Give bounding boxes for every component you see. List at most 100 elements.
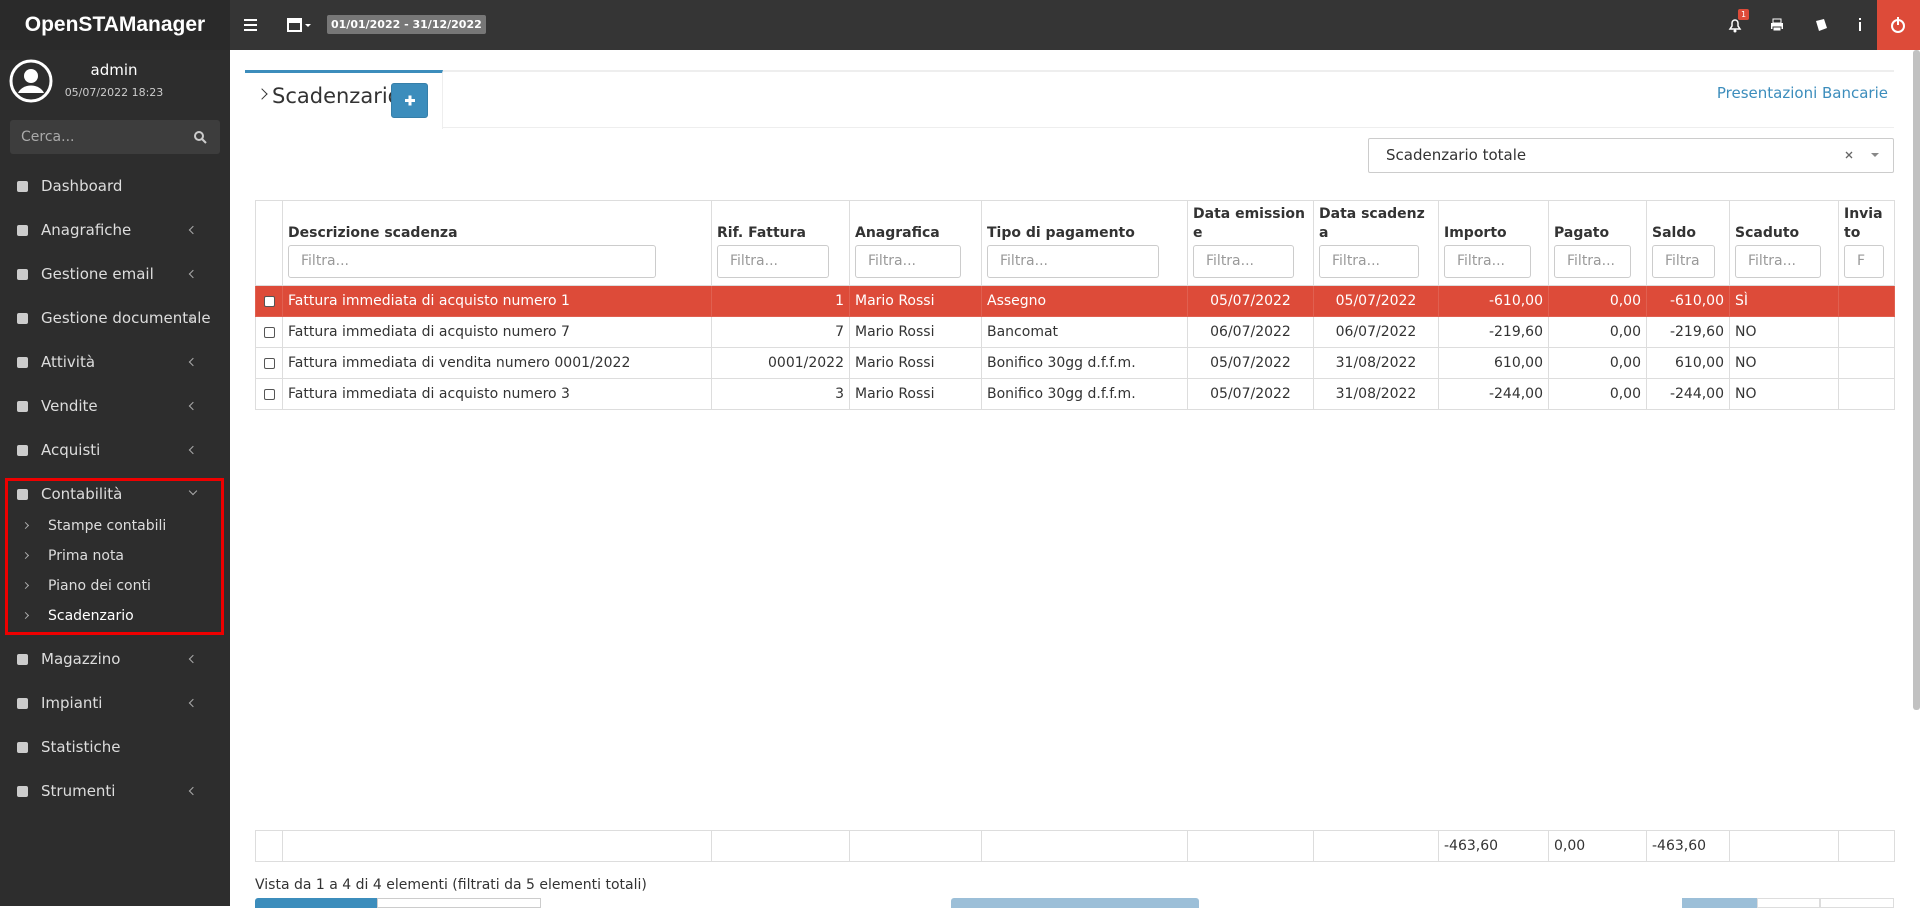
row-checkbox[interactable] xyxy=(263,326,275,338)
header-label: Anagrafica xyxy=(855,225,940,241)
date-range[interactable]: 01/01/2022 - 31/12/2022 xyxy=(327,15,486,34)
table-cell xyxy=(1838,347,1895,379)
header-label: Pagato xyxy=(1554,225,1610,241)
table-cell: -610,00 xyxy=(1646,285,1730,317)
column-filter[interactable]: Filtra... xyxy=(717,245,829,278)
avatar xyxy=(9,59,53,103)
menu-item[interactable]: Impianti xyxy=(0,681,230,725)
column-filter[interactable]: Filtra... xyxy=(855,245,962,278)
header-row: Descrizione scadenza Filtra... Rif. Fattur… xyxy=(255,200,1895,286)
header-label: Importo xyxy=(1444,225,1507,241)
column-filter[interactable]: Filtra... xyxy=(1735,245,1822,278)
header-label: Scaduto xyxy=(1735,225,1800,241)
column-header[interactable]: Rif. Fattura Filtra... xyxy=(711,200,850,286)
column-filter[interactable]: Filtra... xyxy=(288,245,656,278)
table-cell xyxy=(1838,285,1895,317)
table-cell: Fattura immediata di vendita numero 0001… xyxy=(282,347,712,379)
table-cell: NO xyxy=(1729,316,1839,348)
submenu-item[interactable]: Stampe contabili xyxy=(0,511,230,541)
search-input[interactable]: Cerca... xyxy=(10,120,220,154)
header-label: Descrizione scadenza xyxy=(288,225,458,241)
column-header[interactable]: Anagrafica Filtra... xyxy=(849,200,982,286)
pagination-partial[interactable] xyxy=(1820,898,1894,908)
guide-button[interactable] xyxy=(1814,18,1828,32)
submenu-item[interactable]: Scadenzario xyxy=(0,601,230,631)
table-cell: 7 xyxy=(711,316,850,348)
pagination-partial[interactable] xyxy=(1757,898,1820,908)
menu-chevron xyxy=(188,698,198,708)
page-title: Scadenzario xyxy=(272,84,401,108)
menu-item[interactable]: Strumenti xyxy=(0,769,230,813)
header-label: Data emissione xyxy=(1193,206,1306,241)
column-header[interactable]: Saldo Filtra xyxy=(1646,200,1730,286)
menu-item[interactable]: Statistiche xyxy=(0,725,230,769)
column-header[interactable]: Scaduto Filtra... xyxy=(1729,200,1839,286)
column-filter[interactable]: F xyxy=(1844,245,1884,278)
menu-item[interactable]: Acquisti xyxy=(0,428,230,472)
submenu-item[interactable]: Piano dei conti xyxy=(0,571,230,601)
table-cell: 06/07/2022 xyxy=(1187,316,1314,348)
bank-link[interactable]: Presentazioni Bancarie xyxy=(1716,84,1888,102)
table-row[interactable]: Fattura immediata di vendita numero 0001… xyxy=(255,347,1895,379)
column-header[interactable]: Pagato Filtra... xyxy=(1548,200,1647,286)
column-header[interactable]: Importo Filtra... xyxy=(1438,200,1549,286)
row-checkbox[interactable] xyxy=(263,357,275,369)
notifications[interactable] xyxy=(1727,17,1743,33)
table-cell: Bonifico 30gg d.f.f.m. xyxy=(981,378,1188,410)
info-button[interactable] xyxy=(1857,18,1863,32)
logout-button[interactable] xyxy=(1877,0,1920,50)
column-header[interactable]: Descrizione scadenza Filtra... xyxy=(282,200,712,286)
table-cell: Mario Rossi xyxy=(849,347,982,379)
power-icon xyxy=(1891,17,1905,33)
tab-bar xyxy=(245,70,1894,128)
row-checkbox[interactable] xyxy=(263,388,275,400)
footer-cell xyxy=(981,830,1188,862)
column-filter[interactable]: Filtra... xyxy=(1319,245,1420,278)
row-checkbox[interactable] xyxy=(263,295,275,307)
brand[interactable]: OpenSTAManager xyxy=(0,0,230,50)
column-header[interactable]: Data emissione Filtra... xyxy=(1187,200,1314,286)
total-cell: -463,60 xyxy=(1438,830,1549,862)
add-button[interactable] xyxy=(391,83,428,118)
menu-toggle[interactable] xyxy=(244,18,258,32)
table-cell: 610,00 xyxy=(1646,347,1730,379)
button-partial[interactable] xyxy=(951,898,1199,908)
table-cell: Mario Rossi xyxy=(849,316,982,348)
filter-select[interactable]: Scadenzario totale xyxy=(1368,138,1894,173)
column-filter[interactable]: Filtra... xyxy=(1554,245,1631,278)
column-header[interactable]: Inviato F xyxy=(1838,200,1895,286)
column-filter[interactable]: Filtra... xyxy=(1193,245,1295,278)
print-button[interactable] xyxy=(1770,18,1784,32)
button-partial[interactable] xyxy=(377,898,541,908)
column-header[interactable]: Data scadenza Filtra... xyxy=(1313,200,1439,286)
menu-chevron xyxy=(188,313,198,323)
column-filter[interactable]: Filtra xyxy=(1652,245,1716,278)
menu-item[interactable]: Gestione documentale xyxy=(0,296,230,340)
column-header[interactable]: Tipo di pagamento Filtra... xyxy=(981,200,1188,286)
column-filter[interactable]: Filtra... xyxy=(1444,245,1532,278)
menu-item[interactable]: Contabilità xyxy=(0,472,230,516)
calendar-button[interactable] xyxy=(287,17,313,33)
menu-item[interactable]: Gestione email xyxy=(0,252,230,296)
total-cell: -463,60 xyxy=(1646,830,1730,862)
button-partial[interactable] xyxy=(255,898,377,908)
menu-icon xyxy=(17,401,28,412)
column-filter[interactable]: Filtra... xyxy=(987,245,1159,278)
menu-item[interactable]: Anagrafiche xyxy=(0,208,230,252)
table-cell: -219,60 xyxy=(1438,316,1549,348)
menu-item[interactable]: Attività xyxy=(0,340,230,384)
table-cell xyxy=(1838,378,1895,410)
search-icon xyxy=(194,131,207,144)
table-cell xyxy=(1838,316,1895,348)
menu-item[interactable]: Dashboard xyxy=(0,164,230,208)
header-label: Tipo di pagamento xyxy=(987,225,1135,241)
menu-item[interactable]: Vendite xyxy=(0,384,230,428)
menu-item[interactable]: Magazzino xyxy=(0,637,230,681)
pagination-partial[interactable] xyxy=(1682,898,1757,908)
submenu-item[interactable]: Prima nota xyxy=(0,541,230,571)
menu-icon xyxy=(17,489,28,500)
